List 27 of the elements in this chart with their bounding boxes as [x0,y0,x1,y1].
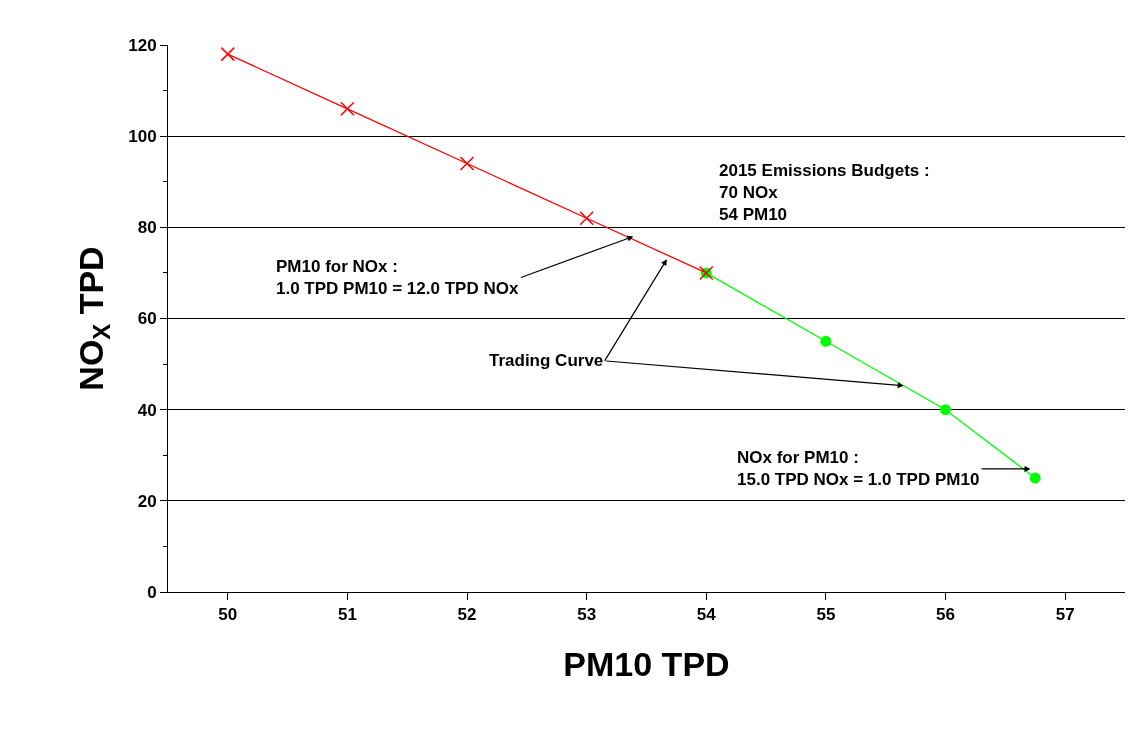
point [220,46,236,62]
y-tick-label: 80 [137,218,157,238]
point [820,335,832,347]
point [459,156,475,171]
point [1029,472,1041,484]
annotation: NOx for PM10 : 15.0 TPD NOx = 1.0 TPD PM10 [737,448,980,490]
y-tick-label: 0 [147,582,157,602]
x-tick-label: 55 [816,605,836,625]
x-tick-label: 53 [577,605,597,625]
x-tick-label: 57 [1055,605,1075,625]
x-tick-label: 56 [936,605,956,625]
point [579,210,594,226]
y-tick-label: 40 [137,400,157,420]
y-tick-label: 100 [128,127,157,147]
annotation: PM10 for NOx : 1.0 TPD PM10 = 12.0 TPD NOx [276,257,519,299]
x-tick-label: 51 [337,605,357,625]
point [940,404,952,416]
x-tick-label: 50 [218,605,238,625]
annotation: Trading Curve [489,351,604,370]
x-tick-label: 52 [457,605,477,625]
x-axis-title: PM10 TPD [563,644,730,683]
annotation: 2015 Emissions Budgets : 70 NOx 54 PM10 [719,161,930,225]
y-tick-label: 60 [137,309,157,329]
y-tick-label: 20 [137,491,157,511]
x-tick-label: 54 [696,605,717,625]
y-tick-label: 120 [128,35,157,55]
point [340,101,355,117]
